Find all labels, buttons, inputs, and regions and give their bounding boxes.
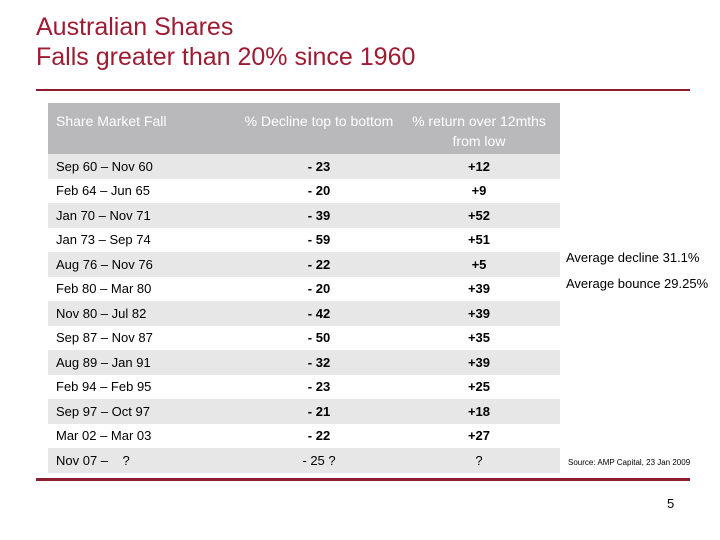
- table-row: Nov 07 – ? - 25 ? ?: [48, 448, 560, 473]
- cell-decline: - 42: [307, 305, 331, 321]
- average-decline-text: Average decline 31.1%: [566, 250, 700, 265]
- table-row: Aug 76 – Nov 76 - 22 +5: [48, 252, 560, 277]
- cell-decline: - 32: [307, 354, 331, 370]
- share-falls-table: Share Market Fall % Decline top to botto…: [48, 103, 560, 473]
- cell-period: Jan 73 – Sep 74: [56, 232, 151, 248]
- cell-decline: - 23: [307, 379, 331, 395]
- cell-period: Nov 07 – ?: [56, 452, 130, 468]
- table-row: Jan 73 – Sep 74 - 59 +51: [48, 227, 560, 252]
- cell-return: +25: [467, 379, 491, 395]
- cell-period: Feb 80 – Mar 80: [56, 281, 152, 297]
- table-row: Feb 80 – Mar 80 - 20 +39: [48, 276, 560, 301]
- source-note: Source: AMP Capital, 23 Jan 2009: [568, 458, 691, 467]
- cell-return: +51: [467, 232, 491, 248]
- table-row: Mar 02 – Mar 03 - 22 +27: [48, 423, 560, 448]
- cell-return: +39: [467, 281, 491, 297]
- table-row: Sep 97 – Oct 97 - 21 +18: [48, 399, 560, 424]
- average-bounce-text: Average bounce 29.25%: [566, 276, 709, 291]
- cell-decline: - 23: [307, 158, 331, 174]
- cell-period: Jan 70 – Nov 71: [56, 207, 151, 223]
- cell-period: Feb 64 – Jun 65: [56, 183, 150, 199]
- table-header: Share Market Fall % Decline top to botto…: [48, 103, 560, 154]
- cell-period: Feb 94 – Feb 95: [56, 379, 152, 395]
- top-divider: [36, 89, 690, 91]
- table-row: Jan 70 – Nov 71 - 39 +52: [48, 203, 560, 228]
- cell-decline: - 39: [307, 207, 331, 223]
- table-row: Nov 80 – Jul 82 - 42 +39: [48, 301, 560, 326]
- bottom-divider: [36, 478, 690, 481]
- table-row: Feb 94 – Feb 95 - 23 +25: [48, 374, 560, 399]
- cell-return: ?: [475, 452, 483, 468]
- cell-period: Mar 02 – Mar 03: [56, 428, 152, 444]
- cell-return: +27: [467, 428, 491, 444]
- header-share-market-fall: Share Market Fall: [56, 113, 167, 129]
- cell-decline: - 22: [307, 256, 331, 272]
- cell-period: Sep 97 – Oct 97: [56, 403, 150, 419]
- cell-return: +39: [467, 305, 491, 321]
- title-line-1: Australian Shares: [36, 13, 234, 41]
- cell-period: Aug 89 – Jan 91: [56, 354, 151, 370]
- cell-decline: - 50: [307, 330, 331, 346]
- cell-return: +5: [471, 256, 487, 272]
- page-number: 5: [667, 496, 675, 511]
- cell-period: Nov 80 – Jul 82: [56, 305, 147, 321]
- table-row: Sep 60 – Nov 60 - 23 +12: [48, 154, 560, 179]
- header-decline: % Decline top to bottom: [244, 113, 394, 129]
- title-line-2: Falls greater than 20% since 1960: [36, 43, 416, 71]
- cell-return: +39: [467, 354, 491, 370]
- cell-period: Sep 87 – Nov 87: [56, 330, 153, 346]
- table-row: Sep 87 – Nov 87 - 50 +35: [48, 325, 560, 350]
- cell-decline: - 22: [307, 428, 331, 444]
- cell-decline: - 20: [307, 183, 331, 199]
- cell-return: +35: [467, 330, 491, 346]
- cell-return: +12: [467, 158, 491, 174]
- cell-period: Sep 60 – Nov 60: [56, 158, 153, 174]
- cell-period: Aug 76 – Nov 76: [56, 256, 153, 272]
- cell-return: +52: [467, 207, 491, 223]
- slide-title: Australian Shares Falls greater than 20%…: [36, 12, 415, 72]
- cell-decline: - 59: [307, 232, 331, 248]
- table-row: Aug 89 – Jan 91 - 32 +39: [48, 350, 560, 375]
- cell-decline: - 20: [307, 281, 331, 297]
- header-return: % return over 12mths from low: [412, 113, 546, 149]
- cell-return: +9: [471, 183, 487, 199]
- cell-decline: - 21: [307, 403, 331, 419]
- table-row: Feb 64 – Jun 65 - 20 +9: [48, 178, 560, 203]
- cell-return: +18: [467, 403, 491, 419]
- cell-decline: - 25 ?: [302, 452, 336, 468]
